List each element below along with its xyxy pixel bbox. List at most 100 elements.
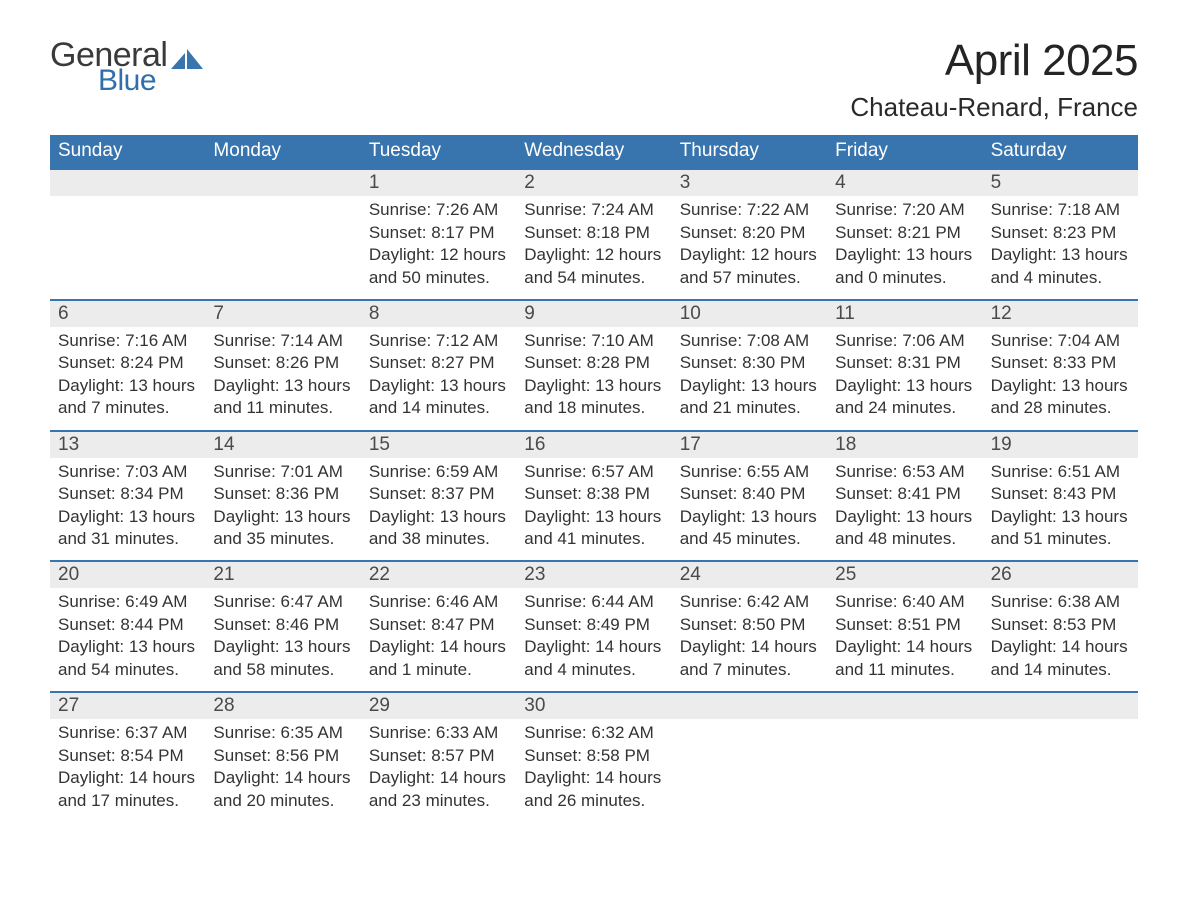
day-body: Sunrise: 6:42 AMSunset: 8:50 PMDaylight:… bbox=[672, 588, 827, 681]
sunset-text: Sunset: 8:17 PM bbox=[369, 222, 508, 244]
day-number: 27 bbox=[50, 693, 205, 719]
sunrise-text: Sunrise: 6:59 AM bbox=[369, 461, 508, 483]
day-cell: 28Sunrise: 6:35 AMSunset: 8:56 PMDayligh… bbox=[205, 693, 360, 822]
daylight-line1: Daylight: 13 hours bbox=[835, 375, 974, 397]
day-body: Sunrise: 6:57 AMSunset: 8:38 PMDaylight:… bbox=[516, 458, 671, 551]
day-cell: 16Sunrise: 6:57 AMSunset: 8:38 PMDayligh… bbox=[516, 432, 671, 561]
daylight-line2: and 7 minutes. bbox=[680, 659, 819, 681]
daylight-line2: and 17 minutes. bbox=[58, 790, 197, 812]
daylight-line1: Daylight: 14 hours bbox=[58, 767, 197, 789]
sunrise-text: Sunrise: 7:22 AM bbox=[680, 199, 819, 221]
day-number: 22 bbox=[361, 562, 516, 588]
sunset-text: Sunset: 8:47 PM bbox=[369, 614, 508, 636]
daylight-line2: and 26 minutes. bbox=[524, 790, 663, 812]
daylight-line1: Daylight: 13 hours bbox=[58, 506, 197, 528]
daylight-line1: Daylight: 13 hours bbox=[213, 506, 352, 528]
day-cell: 21Sunrise: 6:47 AMSunset: 8:46 PMDayligh… bbox=[205, 562, 360, 691]
day-body: Sunrise: 6:40 AMSunset: 8:51 PMDaylight:… bbox=[827, 588, 982, 681]
day-number: 25 bbox=[827, 562, 982, 588]
location-subtitle: Chateau-Renard, France bbox=[850, 92, 1138, 123]
sunrise-text: Sunrise: 7:18 AM bbox=[991, 199, 1130, 221]
day-number: 3 bbox=[672, 170, 827, 196]
sunrise-text: Sunrise: 6:38 AM bbox=[991, 591, 1130, 613]
week-row: 1Sunrise: 7:26 AMSunset: 8:17 PMDaylight… bbox=[50, 168, 1138, 299]
day-cell bbox=[205, 170, 360, 299]
day-body: Sunrise: 7:24 AMSunset: 8:18 PMDaylight:… bbox=[516, 196, 671, 289]
sunset-text: Sunset: 8:28 PM bbox=[524, 352, 663, 374]
day-number: 8 bbox=[361, 301, 516, 327]
sunset-text: Sunset: 8:37 PM bbox=[369, 483, 508, 505]
daylight-line2: and 14 minutes. bbox=[991, 659, 1130, 681]
day-number: 23 bbox=[516, 562, 671, 588]
day-cell: 22Sunrise: 6:46 AMSunset: 8:47 PMDayligh… bbox=[361, 562, 516, 691]
day-body: Sunrise: 6:47 AMSunset: 8:46 PMDaylight:… bbox=[205, 588, 360, 681]
day-cell bbox=[827, 693, 982, 822]
day-body: Sunrise: 6:37 AMSunset: 8:54 PMDaylight:… bbox=[50, 719, 205, 812]
sunrise-text: Sunrise: 7:16 AM bbox=[58, 330, 197, 352]
sunrise-text: Sunrise: 6:47 AM bbox=[213, 591, 352, 613]
daylight-line1: Daylight: 13 hours bbox=[835, 506, 974, 528]
day-number: 14 bbox=[205, 432, 360, 458]
sunrise-text: Sunrise: 6:40 AM bbox=[835, 591, 974, 613]
day-number: 15 bbox=[361, 432, 516, 458]
day-number bbox=[205, 170, 360, 196]
daylight-line1: Daylight: 13 hours bbox=[524, 506, 663, 528]
day-number: 2 bbox=[516, 170, 671, 196]
calendar: Sunday Monday Tuesday Wednesday Thursday… bbox=[50, 135, 1138, 822]
sunset-text: Sunset: 8:23 PM bbox=[991, 222, 1130, 244]
day-cell: 6Sunrise: 7:16 AMSunset: 8:24 PMDaylight… bbox=[50, 301, 205, 430]
day-number bbox=[983, 693, 1138, 719]
day-cell: 20Sunrise: 6:49 AMSunset: 8:44 PMDayligh… bbox=[50, 562, 205, 691]
sunrise-text: Sunrise: 6:33 AM bbox=[369, 722, 508, 744]
daylight-line2: and 41 minutes. bbox=[524, 528, 663, 550]
daylight-line1: Daylight: 14 hours bbox=[680, 636, 819, 658]
dow-thursday: Thursday bbox=[672, 135, 827, 168]
day-cell: 25Sunrise: 6:40 AMSunset: 8:51 PMDayligh… bbox=[827, 562, 982, 691]
title-block: April 2025 Chateau-Renard, France bbox=[850, 38, 1138, 123]
daylight-line1: Daylight: 13 hours bbox=[58, 636, 197, 658]
day-body: Sunrise: 7:10 AMSunset: 8:28 PMDaylight:… bbox=[516, 327, 671, 420]
daylight-line2: and 57 minutes. bbox=[680, 267, 819, 289]
sunrise-text: Sunrise: 6:55 AM bbox=[680, 461, 819, 483]
daylight-line2: and 20 minutes. bbox=[213, 790, 352, 812]
dow-sunday: Sunday bbox=[50, 135, 205, 168]
sunset-text: Sunset: 8:57 PM bbox=[369, 745, 508, 767]
sunrise-text: Sunrise: 7:26 AM bbox=[369, 199, 508, 221]
sunset-text: Sunset: 8:24 PM bbox=[58, 352, 197, 374]
daylight-line1: Daylight: 13 hours bbox=[991, 244, 1130, 266]
day-cell: 27Sunrise: 6:37 AMSunset: 8:54 PMDayligh… bbox=[50, 693, 205, 822]
day-number: 24 bbox=[672, 562, 827, 588]
daylight-line2: and 18 minutes. bbox=[524, 397, 663, 419]
sunrise-text: Sunrise: 7:24 AM bbox=[524, 199, 663, 221]
day-number bbox=[50, 170, 205, 196]
day-cell bbox=[672, 693, 827, 822]
day-number: 4 bbox=[827, 170, 982, 196]
day-number: 28 bbox=[205, 693, 360, 719]
day-number: 6 bbox=[50, 301, 205, 327]
sunset-text: Sunset: 8:34 PM bbox=[58, 483, 197, 505]
sunrise-text: Sunrise: 6:42 AM bbox=[680, 591, 819, 613]
sunset-text: Sunset: 8:46 PM bbox=[213, 614, 352, 636]
day-body: Sunrise: 7:01 AMSunset: 8:36 PMDaylight:… bbox=[205, 458, 360, 551]
day-cell: 29Sunrise: 6:33 AMSunset: 8:57 PMDayligh… bbox=[361, 693, 516, 822]
day-body: Sunrise: 6:51 AMSunset: 8:43 PMDaylight:… bbox=[983, 458, 1138, 551]
sunset-text: Sunset: 8:20 PM bbox=[680, 222, 819, 244]
daylight-line1: Daylight: 13 hours bbox=[991, 375, 1130, 397]
sunrise-text: Sunrise: 7:14 AM bbox=[213, 330, 352, 352]
day-number: 11 bbox=[827, 301, 982, 327]
sunset-text: Sunset: 8:43 PM bbox=[991, 483, 1130, 505]
day-cell: 14Sunrise: 7:01 AMSunset: 8:36 PMDayligh… bbox=[205, 432, 360, 561]
day-cell: 1Sunrise: 7:26 AMSunset: 8:17 PMDaylight… bbox=[361, 170, 516, 299]
daylight-line1: Daylight: 14 hours bbox=[213, 767, 352, 789]
day-body: Sunrise: 7:26 AMSunset: 8:17 PMDaylight:… bbox=[361, 196, 516, 289]
day-number: 21 bbox=[205, 562, 360, 588]
day-cell: 23Sunrise: 6:44 AMSunset: 8:49 PMDayligh… bbox=[516, 562, 671, 691]
dow-tuesday: Tuesday bbox=[361, 135, 516, 168]
sunset-text: Sunset: 8:58 PM bbox=[524, 745, 663, 767]
day-number: 20 bbox=[50, 562, 205, 588]
sunrise-text: Sunrise: 7:06 AM bbox=[835, 330, 974, 352]
daylight-line1: Daylight: 13 hours bbox=[835, 244, 974, 266]
day-cell: 3Sunrise: 7:22 AMSunset: 8:20 PMDaylight… bbox=[672, 170, 827, 299]
daylight-line2: and 11 minutes. bbox=[835, 659, 974, 681]
day-cell: 18Sunrise: 6:53 AMSunset: 8:41 PMDayligh… bbox=[827, 432, 982, 561]
